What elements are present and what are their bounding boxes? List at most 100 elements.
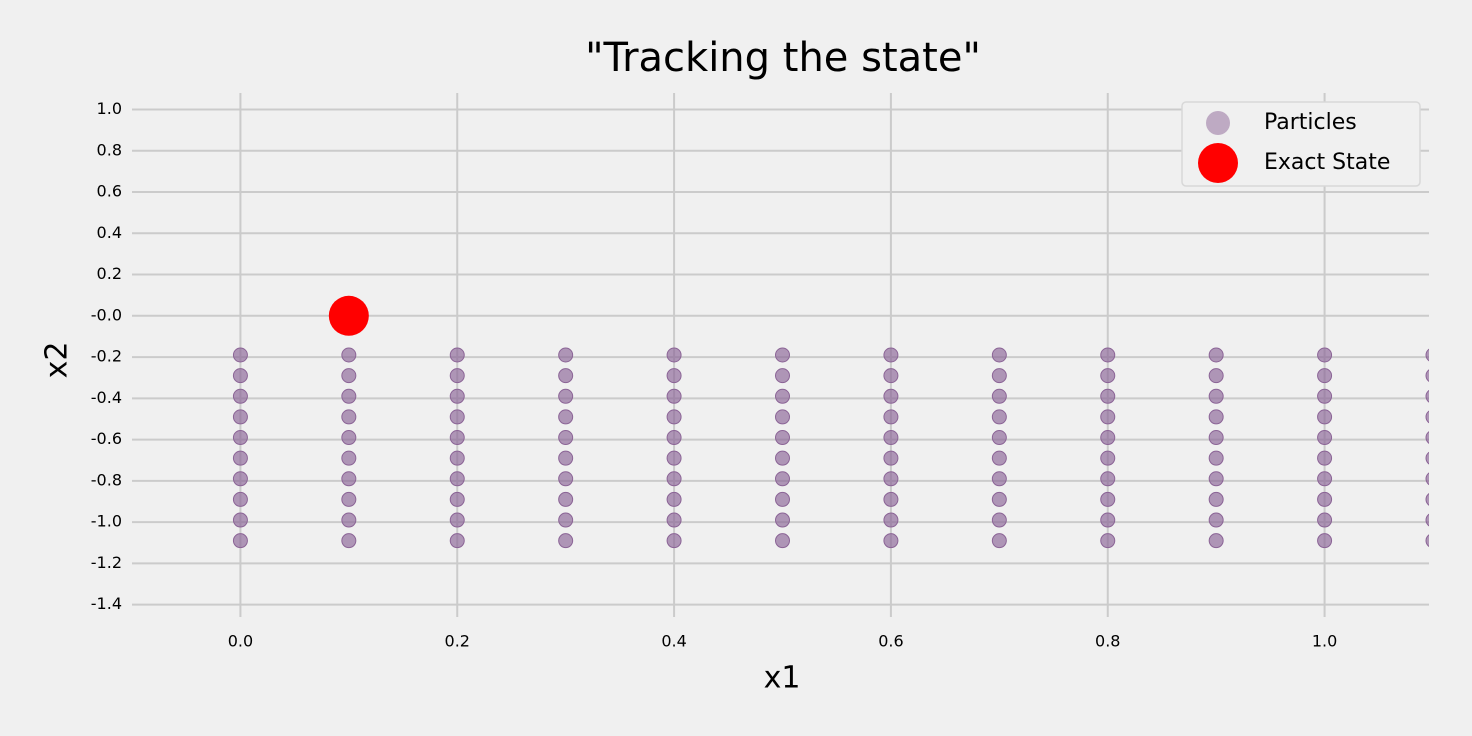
particle-point	[1317, 450, 1333, 466]
particle-point	[558, 533, 574, 549]
legend-label: Particles	[1264, 110, 1357, 135]
particle-point	[341, 512, 357, 528]
legend-marker	[1198, 143, 1238, 183]
particle-point	[883, 347, 899, 363]
legend: Particles Exact State	[1181, 101, 1421, 187]
particle-point	[1100, 533, 1116, 549]
particle-point	[666, 388, 682, 404]
particle-point	[1317, 430, 1333, 446]
particle-point	[1317, 491, 1333, 507]
particle-point	[666, 491, 682, 507]
particle-point	[449, 512, 465, 528]
particle-point	[991, 491, 1007, 507]
particle-point	[991, 450, 1007, 466]
particle-point	[666, 450, 682, 466]
legend-marker	[1206, 111, 1230, 135]
particle-point	[1208, 388, 1224, 404]
particle-point	[991, 430, 1007, 446]
particle-point	[666, 430, 682, 446]
particle-point	[1317, 471, 1333, 487]
particle-point	[449, 471, 465, 487]
particle-point	[1425, 493, 1429, 506]
particle-point	[1425, 410, 1429, 424]
y-tick-label: -1.4	[91, 594, 122, 613]
particle-point	[1208, 409, 1224, 425]
particle-point	[883, 388, 899, 404]
particle-point	[232, 388, 248, 404]
particle-point	[666, 347, 682, 363]
particle-point	[775, 430, 790, 446]
x-tick-label: 0.0	[228, 632, 253, 651]
particle-point	[775, 388, 790, 404]
particle-point	[775, 347, 790, 363]
particle-point	[232, 347, 248, 363]
legend-label: Exact State	[1264, 150, 1390, 175]
particle-point	[883, 471, 899, 487]
particle-point	[449, 388, 465, 404]
particle-point	[232, 450, 248, 466]
particle-point	[883, 533, 899, 549]
particle-point	[341, 409, 357, 425]
particle-point	[991, 388, 1007, 404]
particle-point	[1100, 430, 1116, 446]
particle-point	[449, 368, 465, 384]
particle-point	[775, 512, 790, 528]
particle-point	[232, 430, 248, 446]
particle-point	[558, 409, 574, 425]
chart-title: "Tracking the state"	[585, 35, 981, 81]
plot-area	[232, 295, 1429, 549]
particle-point	[232, 368, 248, 384]
particle-point	[1425, 348, 1429, 362]
particle-point	[775, 368, 790, 384]
particle-point	[991, 471, 1007, 487]
y-tick-label: 0.6	[97, 182, 122, 201]
particle-point	[991, 347, 1007, 363]
particle-point	[558, 368, 574, 384]
particle-point	[341, 471, 357, 487]
particle-point	[232, 512, 248, 528]
y-tick-label: 0.4	[97, 223, 122, 242]
legend-box	[1181, 101, 1421, 187]
particle-point	[449, 430, 465, 446]
particle-point	[666, 533, 682, 549]
particle-point	[1208, 471, 1224, 487]
particle-point	[1317, 347, 1333, 363]
y-tick-label: -0.4	[91, 388, 122, 407]
particle-point	[883, 491, 899, 507]
particle-point	[883, 430, 899, 446]
particle-point	[1317, 512, 1333, 528]
x-tick-label: 1.0	[1312, 632, 1337, 651]
particle-point	[1208, 347, 1224, 363]
y-tick-label: -0.0	[91, 305, 122, 324]
particle-point	[341, 388, 357, 404]
particle-point	[1100, 471, 1116, 487]
particle-point	[558, 430, 574, 446]
particle-point	[341, 491, 357, 507]
particle-point	[1317, 409, 1333, 425]
particle-point	[341, 430, 357, 446]
y-axis-label: x2	[40, 342, 75, 379]
particle-point	[558, 347, 574, 363]
particle-point	[558, 388, 574, 404]
x-axis-label: x1	[764, 661, 801, 696]
particle-point	[1425, 513, 1429, 527]
particle-point	[1208, 533, 1224, 549]
particle-point	[1208, 491, 1224, 507]
particle-point	[775, 409, 790, 425]
particle-point	[558, 491, 574, 507]
particle-point	[666, 512, 682, 528]
y-tick-label: -0.2	[91, 347, 122, 366]
particle-point	[1100, 347, 1116, 363]
x-tick-label: 0.8	[1095, 632, 1120, 651]
y-tick-label: 1.0	[97, 99, 122, 118]
particle-point	[991, 409, 1007, 425]
x-tick-label: 0.4	[661, 632, 686, 651]
particle-point	[775, 491, 790, 507]
particle-point	[775, 533, 790, 549]
y-tick-label: -1.0	[91, 512, 122, 531]
particle-point	[1425, 472, 1429, 486]
particle-point	[1425, 369, 1429, 382]
particle-point	[558, 471, 574, 487]
exact-state-point	[328, 295, 369, 336]
